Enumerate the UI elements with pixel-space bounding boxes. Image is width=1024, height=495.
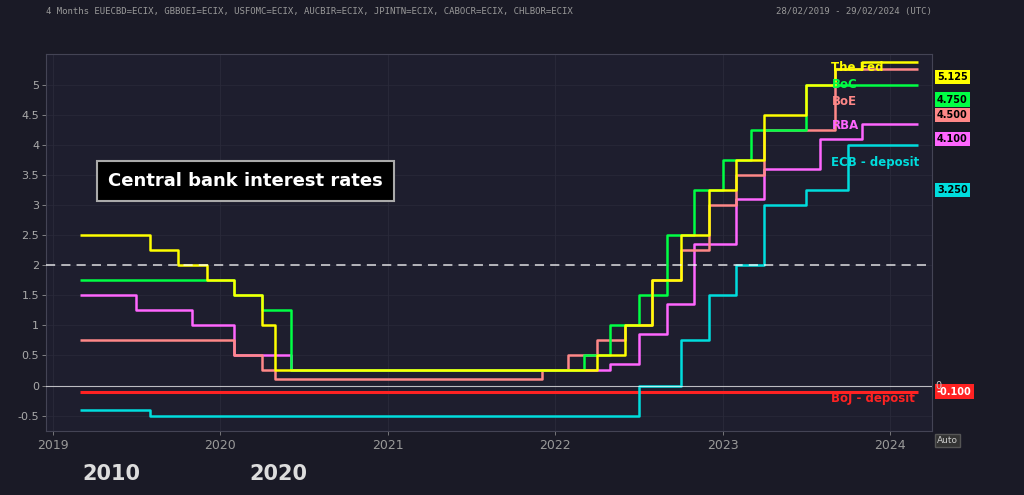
Text: 4.750: 4.750: [937, 95, 968, 104]
Text: ECB - deposit: ECB - deposit: [831, 156, 920, 169]
Text: Central bank interest rates: Central bank interest rates: [108, 172, 383, 190]
Text: BoJ - deposit: BoJ - deposit: [831, 392, 915, 405]
Text: 2020: 2020: [250, 464, 308, 484]
Text: RBA: RBA: [831, 119, 859, 132]
Text: -0.100: -0.100: [937, 387, 972, 396]
Text: BoE: BoE: [831, 95, 856, 108]
Text: 2010: 2010: [82, 464, 140, 484]
Text: 0: 0: [935, 381, 941, 391]
Text: 4 Months EUECBD=ECIX, GBBOEI=ECIX, USFOMC=ECIX, AUCBIR=ECIX, JPINTN=ECIX, CABOCR: 4 Months EUECBD=ECIX, GBBOEI=ECIX, USFOM…: [46, 7, 572, 16]
Text: 28/02/2019 - 29/02/2024 (UTC): 28/02/2019 - 29/02/2024 (UTC): [776, 7, 932, 16]
Text: 3.250: 3.250: [937, 185, 968, 195]
Text: 5.125: 5.125: [937, 72, 968, 82]
Text: 4.500: 4.500: [937, 109, 968, 120]
Text: 4.100: 4.100: [937, 134, 968, 144]
Text: BoC: BoC: [831, 78, 857, 91]
Text: The Fed: The Fed: [831, 61, 884, 74]
Text: Auto: Auto: [937, 436, 958, 445]
